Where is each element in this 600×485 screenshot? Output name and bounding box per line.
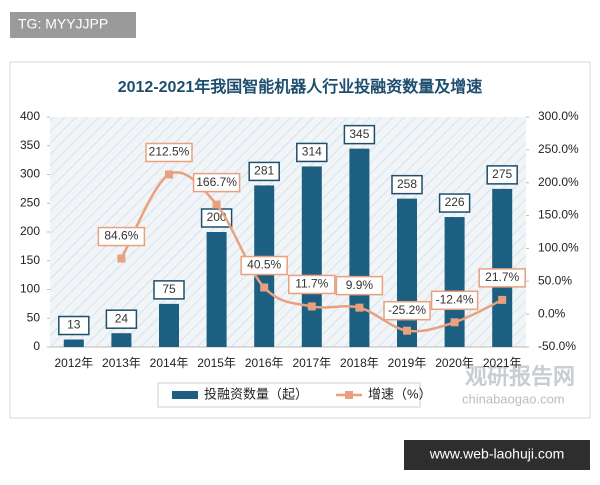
bar — [397, 198, 417, 347]
x-tick-label: 2020年 — [435, 356, 474, 370]
data-label: 166.7% — [196, 175, 237, 189]
data-label: 314 — [302, 145, 322, 159]
data-label-box — [383, 300, 431, 321]
data-label-box — [486, 165, 518, 185]
x-tick-label: 2019年 — [388, 356, 427, 370]
bar — [111, 333, 132, 347]
marker — [212, 200, 221, 209]
y2-tick-label: 300.0% — [538, 109, 579, 123]
data-label: 84.6% — [104, 229, 138, 243]
bar — [492, 188, 513, 347]
data-label-box — [153, 280, 185, 300]
y-tick-label: 100 — [20, 282, 40, 296]
data-label: 258 — [397, 177, 417, 191]
y-tick-label: 250 — [20, 195, 40, 209]
data-label: 40.5% — [247, 258, 281, 272]
watermark-url: chinabaogao.com — [462, 391, 565, 406]
bar — [206, 232, 227, 347]
marker — [403, 326, 411, 335]
data-label: 13 — [67, 318, 81, 332]
marker — [450, 318, 459, 327]
data-label-box — [391, 174, 423, 195]
y2-tick-label: 250.0% — [538, 142, 579, 156]
data-label: 75 — [162, 282, 176, 296]
marker — [355, 303, 364, 312]
x-tick-label: 2012年 — [54, 356, 93, 370]
marker — [260, 283, 269, 292]
data-label: -25.2% — [388, 303, 426, 317]
data-label: 21.7% — [485, 270, 519, 284]
x-tick-label: 2018年 — [340, 356, 379, 370]
footer: www.web-laohuji.com — [429, 446, 565, 462]
data-label-box — [240, 255, 288, 276]
y2-tick-label: 0.0% — [538, 306, 566, 320]
bar — [349, 148, 370, 347]
data-label-box — [192, 172, 241, 193]
data-label-box — [343, 124, 376, 145]
x-tick-label: 2015年 — [197, 356, 236, 370]
x-tick-label: 2016年 — [245, 356, 284, 370]
badge-box — [10, 12, 136, 38]
bar — [301, 166, 322, 347]
data-label-box — [58, 315, 90, 336]
bar — [444, 217, 465, 347]
bar — [63, 339, 84, 347]
watermark-name: 观研报告网 — [465, 364, 575, 389]
y2-tick-label: 50.0% — [538, 273, 572, 287]
marker — [117, 254, 126, 263]
data-label: 345 — [349, 127, 369, 141]
legend-swatch — [345, 391, 354, 399]
data-label-box — [105, 309, 138, 329]
data-label-box — [97, 226, 146, 247]
data-label-box — [296, 142, 328, 163]
badge: TG: MYYJJPP — [18, 16, 108, 32]
data-label-box — [478, 268, 526, 288]
legend-box — [157, 382, 421, 408]
legend-label: 投融资数量（起） — [204, 386, 308, 401]
marker — [307, 302, 316, 311]
y-tick-label: 300 — [20, 167, 40, 181]
footer-box — [404, 440, 590, 470]
data-label: -12.4% — [436, 292, 474, 306]
data-label: 281 — [254, 164, 274, 178]
y-tick-label: 400 — [20, 109, 40, 123]
y-tick-label: 200 — [20, 224, 40, 238]
y-tick-label: 50 — [27, 310, 41, 324]
x-tick-label: 2017年 — [292, 356, 331, 370]
data-label-box — [145, 142, 193, 163]
y2-tick-label: -50.0% — [538, 339, 576, 353]
y-tick-label: 350 — [20, 138, 40, 152]
marker — [165, 170, 173, 179]
data-label: 226 — [445, 195, 465, 209]
x-tick-label: 2014年 — [150, 356, 189, 370]
data-label: 24 — [115, 311, 129, 325]
data-label-box — [430, 290, 479, 311]
marker — [498, 295, 507, 304]
data-label-box — [288, 274, 336, 295]
data-label: 275 — [492, 167, 512, 181]
x-tick-label: 2021年 — [483, 356, 522, 370]
data-label-box — [335, 275, 384, 296]
data-label: 212.5% — [149, 145, 190, 159]
y-tick-label: 0 — [33, 339, 40, 353]
line — [120, 171, 503, 333]
data-label-box — [248, 161, 280, 182]
y2-tick-label: 200.0% — [538, 175, 579, 189]
legend-label: 增速（%） — [368, 386, 432, 401]
bar — [159, 303, 179, 347]
legend-swatch — [172, 391, 198, 399]
y-tick-label: 150 — [20, 253, 40, 267]
y2-tick-label: 100.0% — [538, 241, 579, 255]
data-label-box — [438, 193, 471, 213]
x-tick-label: 2013年 — [102, 356, 141, 370]
data-label: 9.9% — [346, 278, 374, 292]
y2-tick-label: 150.0% — [538, 208, 579, 222]
data-label: 11.7% — [295, 277, 328, 291]
chart-title: 2012-2021年我国智能机器人行业投融资数量及增速 — [118, 77, 483, 96]
